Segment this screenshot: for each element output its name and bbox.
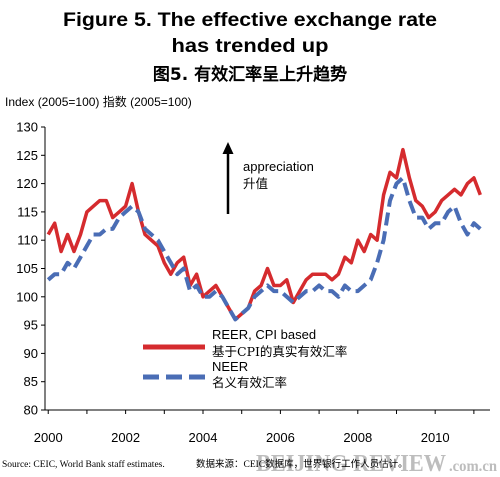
x-tick-label: 2006 bbox=[266, 430, 295, 445]
y-axis-ticks: 130 125 120 115 110 105 100 95 90 85 80 bbox=[16, 120, 45, 418]
legend-label-reer: REER, CPI based bbox=[212, 327, 316, 342]
reer-line bbox=[46, 147, 482, 322]
annotation-text: appreciation bbox=[243, 159, 314, 174]
y-tick-label: 110 bbox=[17, 233, 38, 248]
watermark: BEIJING REVIEW .com.cn bbox=[256, 451, 497, 477]
x-axis-ticks: 2000 2002 2004 2006 2008 2010 bbox=[34, 410, 475, 445]
annotation-text-cn: 升值 bbox=[243, 176, 268, 191]
legend: REER, CPI based 基于CPI的真实有效汇率 NEER 名义有效汇率 bbox=[143, 327, 347, 390]
x-tick-label: 2002 bbox=[111, 430, 140, 445]
arrow-up-icon bbox=[222, 142, 234, 214]
y-tick-label: 130 bbox=[16, 120, 38, 135]
chart-title-line-2: has trended up bbox=[172, 35, 329, 57]
y-tick-label: 100 bbox=[16, 289, 38, 304]
y-tick-label: 80 bbox=[24, 403, 38, 418]
chart-subtitle-cn: 图5. 有效汇率呈上升趋势 bbox=[153, 64, 347, 85]
legend-label-neer-cn: 名义有效汇率 bbox=[212, 375, 287, 390]
x-tick-label: 2010 bbox=[421, 430, 450, 445]
x-tick-label: 2008 bbox=[343, 430, 372, 445]
y-tick-label: 125 bbox=[16, 148, 38, 163]
legend-label-neer: NEER bbox=[212, 359, 248, 374]
annotation-appreciation: appreciation 升值 bbox=[222, 142, 314, 214]
y-tick-label: 115 bbox=[17, 204, 38, 219]
y-tick-label: 105 bbox=[16, 261, 38, 276]
source-note: Source: CEIC, World Bank staff estimates… bbox=[2, 459, 165, 470]
watermark-suffix: .com.cn bbox=[449, 458, 497, 475]
x-tick-label: 2004 bbox=[189, 430, 218, 445]
y-tick-label: 95 bbox=[24, 318, 38, 333]
y-axis-title: Index (2005=100) 指数 (2005=100) bbox=[5, 94, 192, 109]
legend-label-reer-cn: 基于CPI的真实有效汇率 bbox=[212, 344, 347, 359]
chart-title-line-1: Figure 5. The effective exchange rate bbox=[63, 9, 437, 31]
y-tick-label: 120 bbox=[16, 176, 38, 191]
y-tick-label: 90 bbox=[24, 346, 38, 361]
y-tick-label: 85 bbox=[24, 374, 38, 389]
x-tick-label: 2000 bbox=[34, 430, 63, 445]
plot-series bbox=[46, 147, 482, 322]
watermark-main: BEIJING REVIEW bbox=[256, 451, 446, 477]
source-note-cn: 数据来源：CEIC数据库，世界银行工作人员估计。 bbox=[196, 458, 408, 470]
